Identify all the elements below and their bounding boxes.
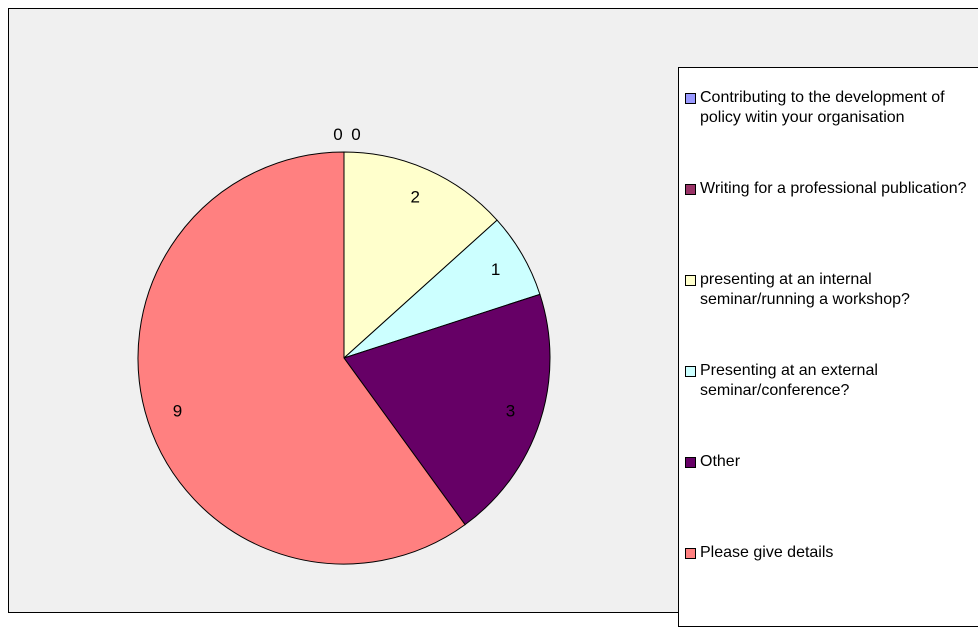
legend-label: Other [700, 453, 741, 470]
legend-label: Presenting at an external seminar/confer… [700, 362, 878, 399]
legend-swatch [685, 275, 696, 286]
legend-swatch [685, 457, 696, 468]
legend-label: Writing for a professional publication? [700, 180, 967, 197]
legend-label: Please give details [700, 544, 834, 561]
data-label: 0 [333, 125, 342, 144]
legend-swatch [685, 548, 696, 559]
legend-swatch [685, 93, 696, 104]
legend: Contributing to the development of polic… [678, 67, 978, 627]
data-label: 0 [351, 125, 360, 144]
pie-slice [343, 293, 551, 526]
legend-swatch [685, 184, 696, 195]
legend-entry: Writing for a professional publication? [685, 179, 978, 199]
legend-entry: Please give details [685, 543, 978, 563]
legend-entry: Presenting at an external seminar/confer… [685, 361, 978, 401]
chart: 0 0 2 1 3 9 [137, 125, 551, 565]
pie-slice [137, 151, 466, 565]
legend-entry: Contributing to the development of polic… [685, 88, 978, 128]
legend-label: Contributing to the development of polic… [700, 89, 945, 126]
data-label: 2 [410, 188, 419, 207]
legend-entry: Other [685, 452, 978, 472]
legend-label: presenting at an internal seminar/runnin… [700, 271, 910, 308]
legend-swatch [685, 366, 696, 377]
data-label: 3 [506, 402, 515, 421]
data-label: 1 [491, 260, 500, 279]
data-label: 9 [173, 402, 182, 421]
legend-entry: presenting at an internal seminar/runnin… [685, 270, 978, 310]
pie-slice [343, 151, 498, 360]
